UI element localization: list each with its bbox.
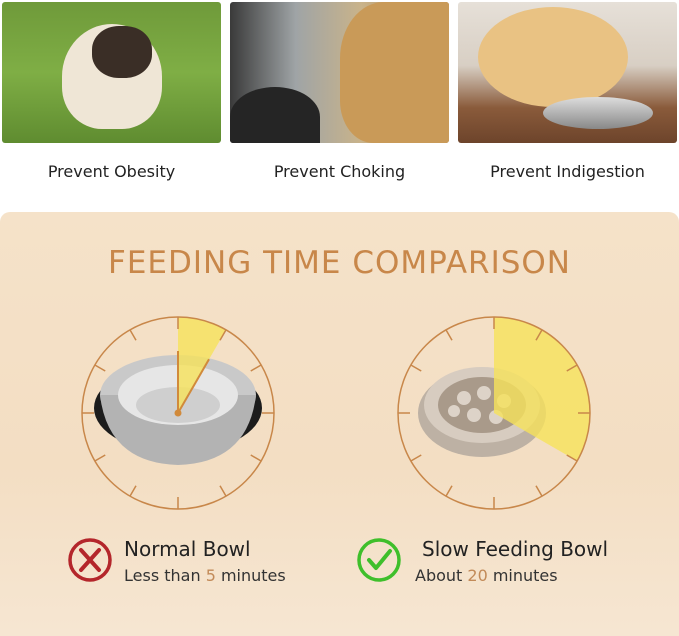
clock-tick — [250, 364, 262, 372]
clock-tick — [445, 485, 453, 497]
benefit-caption: Prevent Choking — [273, 162, 406, 181]
clock-center — [174, 409, 182, 417]
check-circle-icon — [357, 538, 401, 582]
clock-tick — [250, 454, 262, 462]
clock-tick — [566, 364, 578, 372]
pug-on-grass-photo — [2, 2, 221, 143]
dog-mouth-check-photo — [230, 2, 449, 143]
clock-tick — [535, 485, 543, 497]
cross-circle-icon — [68, 538, 112, 582]
clock-tick — [129, 485, 137, 497]
clock-tick — [94, 454, 106, 462]
benefit-caption: Prevent Indigestion — [490, 162, 645, 181]
slow-bowl-time: About 20 minutes — [415, 566, 558, 585]
slow-bowl-clock — [397, 316, 591, 510]
clock-tick — [566, 454, 578, 462]
clock-tick — [219, 485, 227, 497]
clock-tick — [410, 364, 422, 372]
clock-tick — [94, 364, 106, 372]
normal-bowl-label: Normal Bowl — [124, 537, 251, 561]
clock-tick — [129, 329, 137, 341]
time-wedge — [494, 317, 590, 461]
clock-hand — [177, 358, 210, 414]
comparison-title: FEEDING TIME COMPARISON — [107, 245, 571, 281]
clock-tick — [219, 329, 227, 341]
slow-bowl-label: Slow Feeding Bowl — [422, 537, 609, 561]
benefit-caption: Prevent Obesity — [47, 162, 176, 181]
time-wedge — [178, 317, 226, 413]
normal-bowl-time: Less than 5 minutes — [124, 566, 286, 585]
clock-tick — [535, 329, 543, 341]
dog-with-bowl-photo — [458, 2, 677, 143]
normal-bowl-clock — [81, 316, 275, 510]
clock-tick — [445, 329, 453, 341]
clock-tick — [410, 454, 422, 462]
